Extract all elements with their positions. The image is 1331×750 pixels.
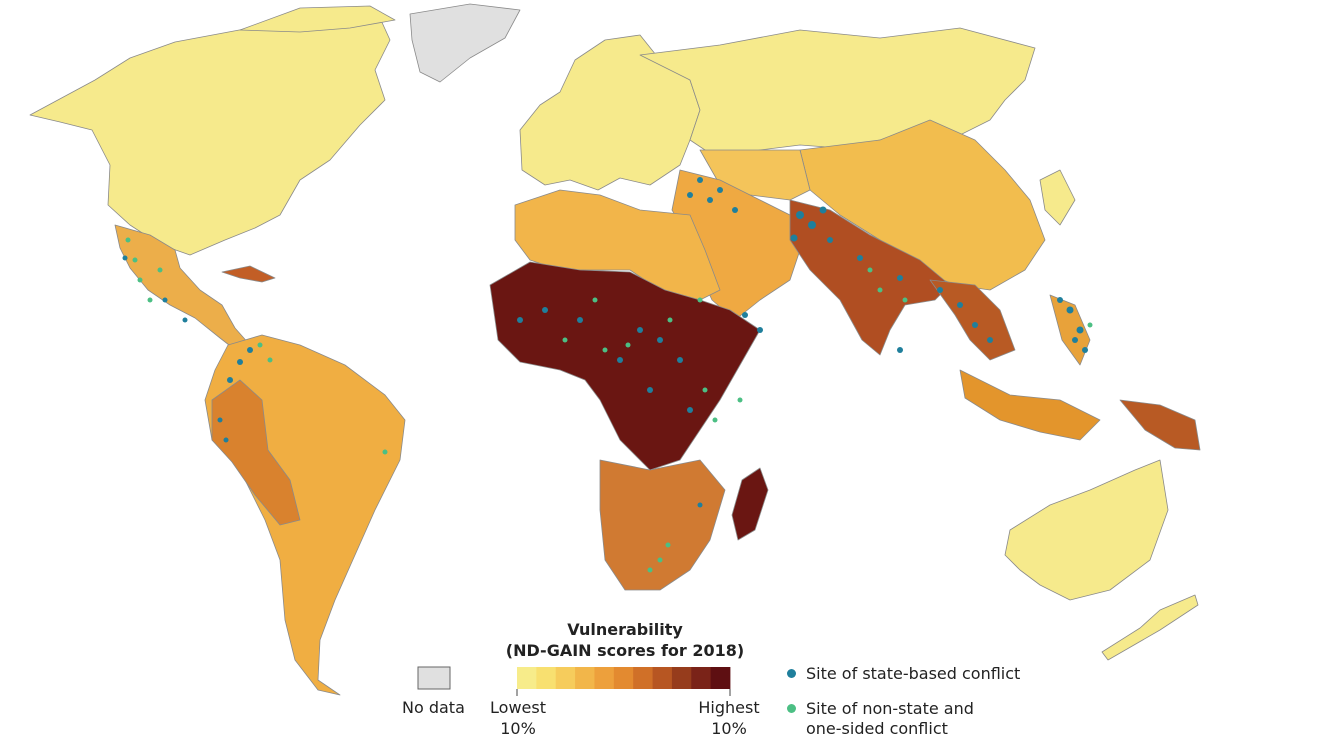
scale-swatch	[613, 667, 634, 689]
north-america-land	[29, 17, 391, 256]
china-east-asia-land	[799, 119, 1046, 291]
greenland-no-data	[409, 3, 521, 83]
scale-swatch	[652, 667, 673, 689]
sahel-central-africa-land	[489, 261, 761, 471]
new-zealand-islands	[1101, 594, 1199, 661]
scale-swatch	[633, 667, 653, 689]
non-state-conflict-sites	[125, 237, 1093, 573]
legend-title: Vulnerability	[567, 620, 683, 639]
state-based-conflict-sites	[122, 177, 1088, 508]
scale-swatch	[536, 667, 557, 689]
southeast-asia-land	[929, 279, 1016, 361]
scale-swatch	[594, 667, 615, 689]
scale-swatch	[671, 667, 692, 689]
non-state-conflict-label-line2: one-sided conflict	[806, 719, 948, 738]
new-guinea-island	[1119, 399, 1201, 451]
state-based-conflict-dot	[787, 669, 796, 678]
canadian-arctic-islands	[239, 5, 396, 33]
philippines-islands	[1049, 294, 1091, 366]
scale-swatch	[517, 667, 537, 689]
state-based-conflict-label: Site of state-based conflict	[806, 664, 1021, 683]
caribbean-islands	[221, 265, 276, 283]
scale-swatch	[691, 667, 712, 689]
japan-islands	[1039, 169, 1076, 226]
no-data-swatch	[417, 666, 451, 690]
no-data-label: No data	[402, 698, 465, 717]
australia-land	[1004, 459, 1169, 601]
scale-swatch	[710, 667, 731, 689]
scale-swatch	[555, 667, 576, 689]
scale-low-label: Lowest	[490, 698, 546, 717]
legend-subtitle: (ND-GAIN scores for 2018)	[505, 641, 745, 660]
madagascar-island	[731, 467, 769, 541]
scale-low-pct: 10%	[500, 719, 536, 738]
southern-africa-land	[599, 459, 726, 591]
non-state-conflict-dot	[787, 704, 796, 713]
non-state-conflict-label-line1: Site of non-state and	[806, 699, 974, 718]
indonesia-islands	[959, 369, 1101, 441]
andean-region	[211, 379, 301, 526]
vulnerability-color-scale	[517, 667, 731, 689]
scale-high-pct: 10%	[711, 719, 747, 738]
scale-high-label: Highest	[698, 698, 760, 717]
scale-swatch	[575, 667, 595, 689]
